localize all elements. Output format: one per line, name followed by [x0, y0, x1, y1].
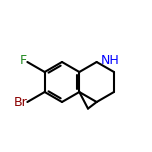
Text: Br: Br: [14, 97, 27, 109]
Text: F: F: [20, 55, 27, 67]
Text: NH: NH: [101, 55, 119, 67]
